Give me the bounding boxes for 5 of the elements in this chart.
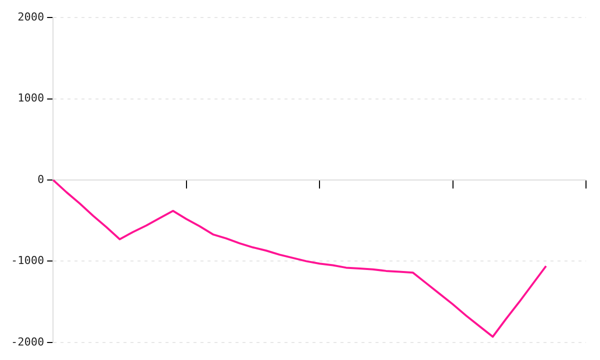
y-tick-label: -2000 xyxy=(10,335,44,348)
y-tick-label: 1000 xyxy=(18,92,44,105)
y-tick-label: 0 xyxy=(37,172,44,186)
y-tick-label: -1000 xyxy=(10,254,44,268)
y-tick-label: 2000 xyxy=(18,10,44,24)
